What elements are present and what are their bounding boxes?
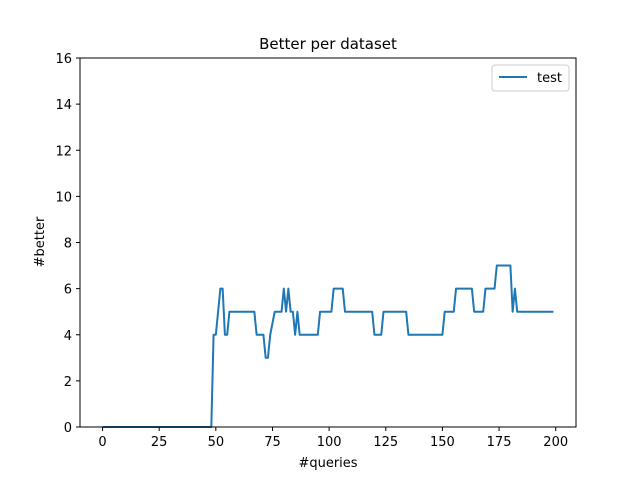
x-tick-label-0: 0 [98,435,106,450]
y-tick-label-5: 10 [55,190,72,205]
legend: test [491,64,570,92]
y-axis-label: #better [33,216,48,267]
y-tick-label-0: 0 [64,421,72,436]
x-tick-label-5: 125 [373,435,398,450]
x-tick-label-7: 175 [487,435,512,450]
legend-label-0: test [537,71,562,86]
x-tick-label-6: 150 [430,435,455,450]
chart-title: Better per dataset [259,35,397,53]
y-tick-label-4: 8 [64,237,72,252]
y-tick-label-1: 2 [64,375,72,390]
x-tick-label-2: 50 [208,435,225,450]
x-axis-label: #queries [298,456,357,471]
y-tick-label-2: 4 [64,329,72,344]
x-tick-label-1: 25 [151,435,168,450]
series-line-0 [102,264,554,428]
y-tick-label-3: 6 [64,283,72,298]
y-axis: 0 2 4 6 8 10 12 14 16 [55,52,80,436]
y-tick-label-7: 14 [55,98,72,113]
legend-box [491,64,570,92]
x-tick-label-8: 200 [543,435,568,450]
y-tick-label-6: 12 [55,144,72,159]
x-tick-label-3: 75 [264,435,281,450]
x-axis: 0 25 50 75 100 125 150 175 200 [98,427,568,450]
x-tick-label-4: 100 [317,435,342,450]
y-tick-label-8: 16 [55,52,72,67]
